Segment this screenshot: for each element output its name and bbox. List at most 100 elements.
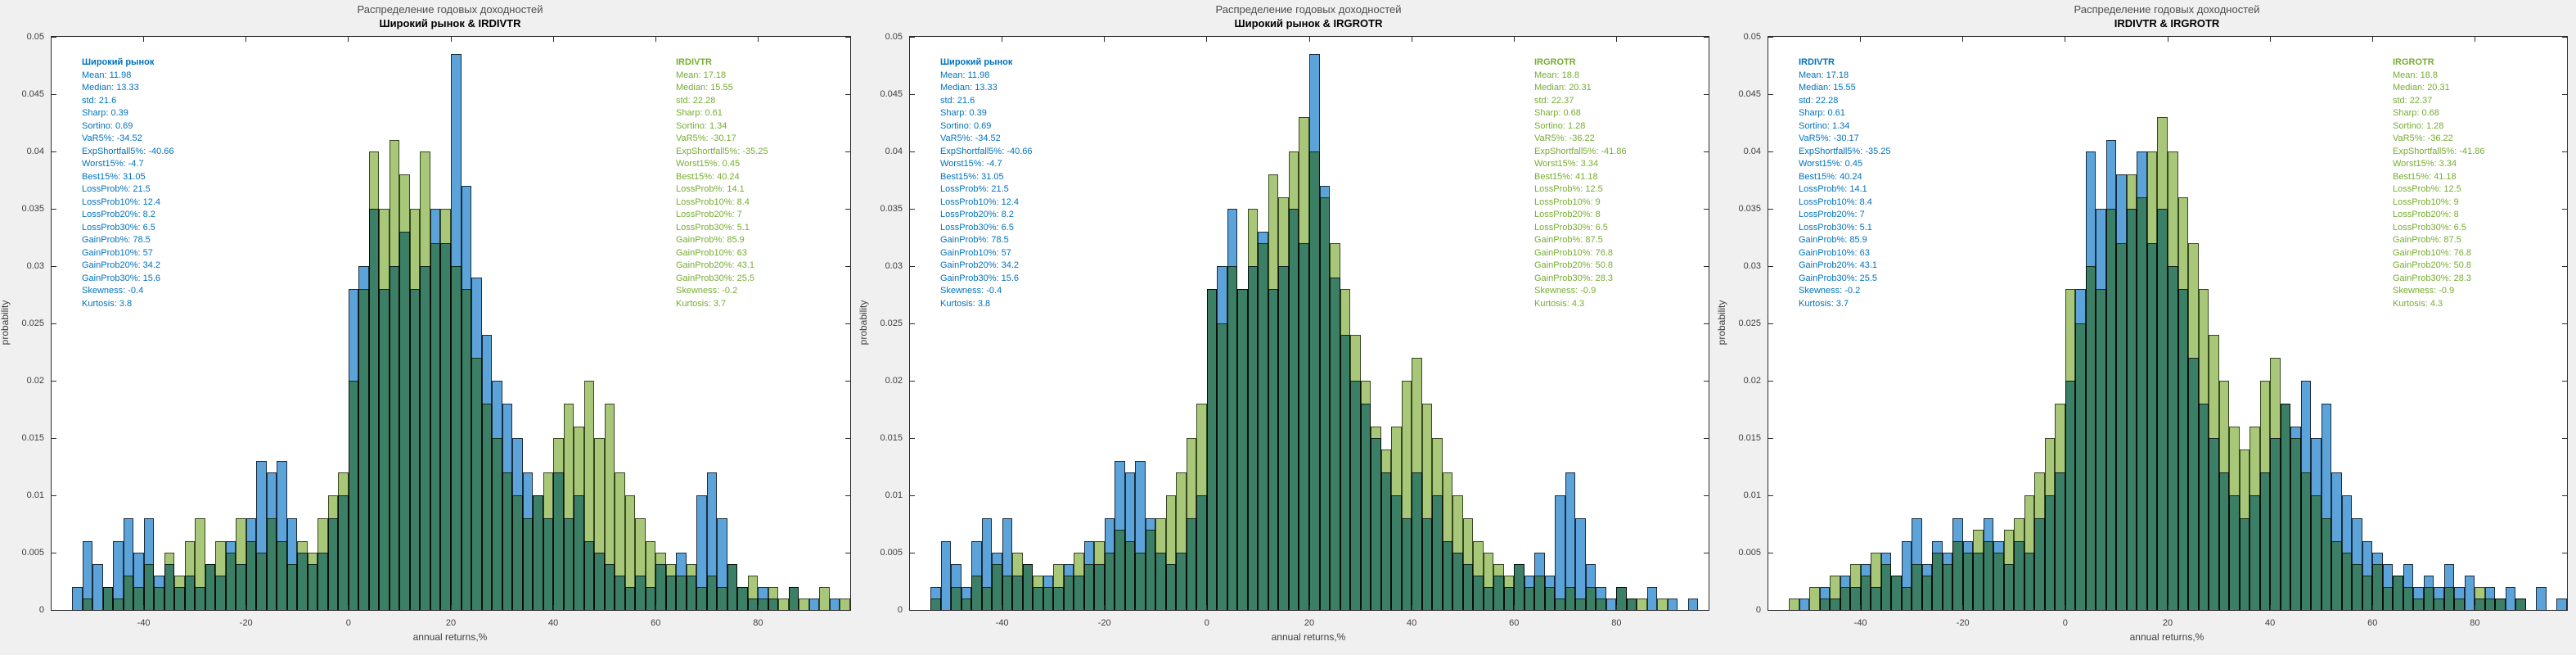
histogram-bar xyxy=(225,553,236,610)
histogram-bar xyxy=(819,587,830,610)
histogram-bar xyxy=(2137,197,2147,610)
stat-line: Best15%: 41.18 xyxy=(2393,171,2457,182)
histogram-bar xyxy=(1002,576,1013,610)
histogram-bar xyxy=(563,404,574,610)
histogram-bar xyxy=(1860,576,1871,610)
stat-line: LossProb10%: 12.4 xyxy=(82,196,161,207)
histogram-bar xyxy=(2249,427,2260,610)
histogram-bar xyxy=(788,587,799,610)
histogram-bar xyxy=(215,541,226,610)
y-tick-label: 0 xyxy=(38,605,44,615)
histogram-bar xyxy=(123,576,134,610)
y-tick-mark xyxy=(845,380,850,382)
histogram-bar xyxy=(1850,564,1861,610)
y-tick-mark xyxy=(1704,495,1709,496)
x-tick-label: -40 xyxy=(1853,618,1867,628)
stat-line: Median: 15.55 xyxy=(676,83,733,93)
histogram-bar xyxy=(1196,404,1207,610)
y-tick-label: 0.03 xyxy=(26,261,44,271)
stat-line: ExpShortfall5%: -35.25 xyxy=(676,146,768,156)
y-tick-mark xyxy=(2562,265,2567,267)
stat-line: Worst15%: -4.7 xyxy=(940,159,1002,169)
histogram-bar xyxy=(2341,553,2353,610)
histogram-bar xyxy=(696,495,707,610)
stat-line: GainProb10%: 63 xyxy=(1799,247,1870,258)
y-tick-mark xyxy=(910,380,915,382)
x-tick-label: 40 xyxy=(548,618,559,628)
histogram-bar xyxy=(1544,587,1556,610)
histogram-bar xyxy=(430,243,441,610)
y-tick-label: 0.05 xyxy=(26,32,44,42)
stats-block-broad_market: Широкий рынок Mean: 11.98 Median: 13.33 std… xyxy=(940,56,1033,310)
histogram-bar xyxy=(184,541,196,610)
histogram-bar xyxy=(840,599,850,610)
x-tick-mark xyxy=(655,605,656,610)
stat-line: Median: 15.55 xyxy=(1799,83,1856,93)
histogram-bar xyxy=(2003,530,2015,610)
histogram-bar xyxy=(1412,358,1422,610)
stats-block-broad_market: Широкий рынок Mean: 11.98 Median: 13.33 std… xyxy=(82,56,174,310)
x-axis-label: annual returns,% xyxy=(1271,631,1346,643)
histogram-bar xyxy=(1135,553,1146,610)
histogram-bar xyxy=(1962,553,1974,610)
histogram-bar xyxy=(1993,553,2004,610)
stat-line: LossProb30%: 6.5 xyxy=(1534,222,1608,233)
y-tick-label: 0.01 xyxy=(885,490,903,500)
histogram-bar xyxy=(1074,553,1084,610)
histogram-bar xyxy=(1880,564,1892,610)
y-tick-label: 0.05 xyxy=(885,32,903,42)
histogram-bar xyxy=(655,553,666,610)
histogram-bar xyxy=(1217,323,1227,610)
stat-line: Best15%: 31.05 xyxy=(82,171,146,182)
histogram-bar xyxy=(72,587,83,610)
histogram-bar xyxy=(1104,553,1115,610)
histogram-bar xyxy=(512,495,523,610)
y-tick-mark xyxy=(845,151,850,152)
stats-title: IRDIVTR xyxy=(676,57,712,67)
histogram-bar xyxy=(1350,335,1361,610)
x-tick-label: 20 xyxy=(1304,618,1315,628)
histogram-bar xyxy=(420,151,430,610)
histogram-bar xyxy=(1330,243,1340,610)
y-tick-mark xyxy=(910,437,915,439)
histogram-bar xyxy=(1585,587,1596,610)
histogram-bar xyxy=(1033,576,1043,610)
stats-title: Широкий рынок xyxy=(940,57,1013,67)
histogram-bar xyxy=(1043,587,1054,610)
stat-line: GainProb20%: 50.8 xyxy=(2393,260,2472,270)
stat-line: ExpShortfall5%: -40.66 xyxy=(940,146,1033,156)
histogram-bar xyxy=(1432,438,1443,610)
histogram-bar xyxy=(2505,587,2516,610)
stat-line: LossProb%: 12.5 xyxy=(1534,184,1603,194)
x-tick-mark xyxy=(1513,37,1515,42)
x-tick-label: -40 xyxy=(137,618,151,628)
stat-line: LossProb20%: 7 xyxy=(676,210,742,219)
y-tick-mark xyxy=(2562,495,2567,496)
stat-line: Worst15%: 0.45 xyxy=(1799,159,1863,169)
histogram-bar xyxy=(2034,472,2045,610)
y-tick-mark xyxy=(910,36,915,38)
x-tick-mark xyxy=(552,605,554,610)
histogram-bar xyxy=(399,174,410,610)
histogram-bar xyxy=(2075,323,2086,610)
histogram-bar xyxy=(389,140,400,610)
y-axis-label: probability xyxy=(0,300,11,346)
stats-block-irdivtr: IRDIVTR Mean: 17.18 Median: 15.55 std: 22.2… xyxy=(1799,56,1891,310)
histogram-bar xyxy=(522,518,534,610)
histogram-bar xyxy=(174,576,185,610)
histogram-bar xyxy=(1227,266,1238,610)
stat-line: Mean: 17.18 xyxy=(676,70,727,80)
histogram-bar xyxy=(829,599,840,610)
histogram-bar xyxy=(1891,576,1902,610)
histogram-bar xyxy=(1319,197,1330,610)
stat-line: Worst15%: 0.45 xyxy=(676,159,741,169)
histogram-bar xyxy=(2556,599,2567,610)
y-tick-label: 0.045 xyxy=(21,89,44,99)
histogram-bar xyxy=(2116,243,2127,610)
histogram-bar xyxy=(717,587,727,610)
histogram-bar xyxy=(1819,599,1831,610)
y-tick-label: 0.005 xyxy=(880,548,903,558)
y-tick-mark xyxy=(52,380,56,382)
histogram-bar xyxy=(1534,576,1545,610)
y-tick-mark xyxy=(1768,437,1773,439)
